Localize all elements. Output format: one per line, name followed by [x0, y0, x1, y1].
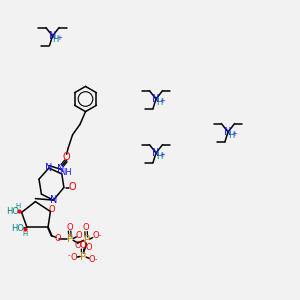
Text: -: - [68, 253, 70, 259]
Text: +: + [160, 98, 166, 104]
Text: N: N [50, 195, 57, 205]
Text: P: P [84, 235, 90, 245]
Text: H: H [156, 98, 162, 107]
Text: O: O [48, 205, 55, 214]
Text: HO: HO [11, 224, 25, 233]
Text: P: P [80, 251, 86, 262]
Text: P: P [67, 234, 73, 244]
Text: O: O [63, 152, 70, 162]
Text: N: N [57, 164, 64, 174]
Text: N: N [49, 31, 56, 41]
Text: O: O [68, 182, 76, 193]
Text: N: N [152, 94, 160, 104]
Text: H: H [52, 35, 59, 44]
Text: O: O [66, 223, 73, 232]
Text: H: H [228, 131, 234, 140]
Text: N: N [152, 148, 160, 158]
Text: O: O [76, 231, 83, 240]
Text: NH: NH [59, 168, 72, 177]
Text: -: - [94, 256, 97, 262]
Text: O: O [92, 231, 99, 240]
Text: +: + [56, 35, 62, 41]
Text: H: H [15, 203, 21, 209]
Text: O: O [88, 255, 95, 264]
Text: +: + [160, 152, 166, 158]
Text: +: + [232, 131, 238, 137]
Text: H: H [23, 231, 28, 237]
Text: O: O [74, 241, 81, 250]
Text: O: O [70, 253, 77, 262]
Text: N: N [45, 163, 52, 173]
Text: O: O [54, 234, 61, 243]
Text: O: O [85, 243, 92, 252]
Text: H: H [156, 152, 162, 161]
Text: O: O [79, 241, 86, 250]
Text: -: - [99, 232, 101, 238]
Text: HO: HO [6, 207, 19, 216]
Text: N: N [224, 127, 232, 137]
Text: O: O [83, 224, 89, 232]
